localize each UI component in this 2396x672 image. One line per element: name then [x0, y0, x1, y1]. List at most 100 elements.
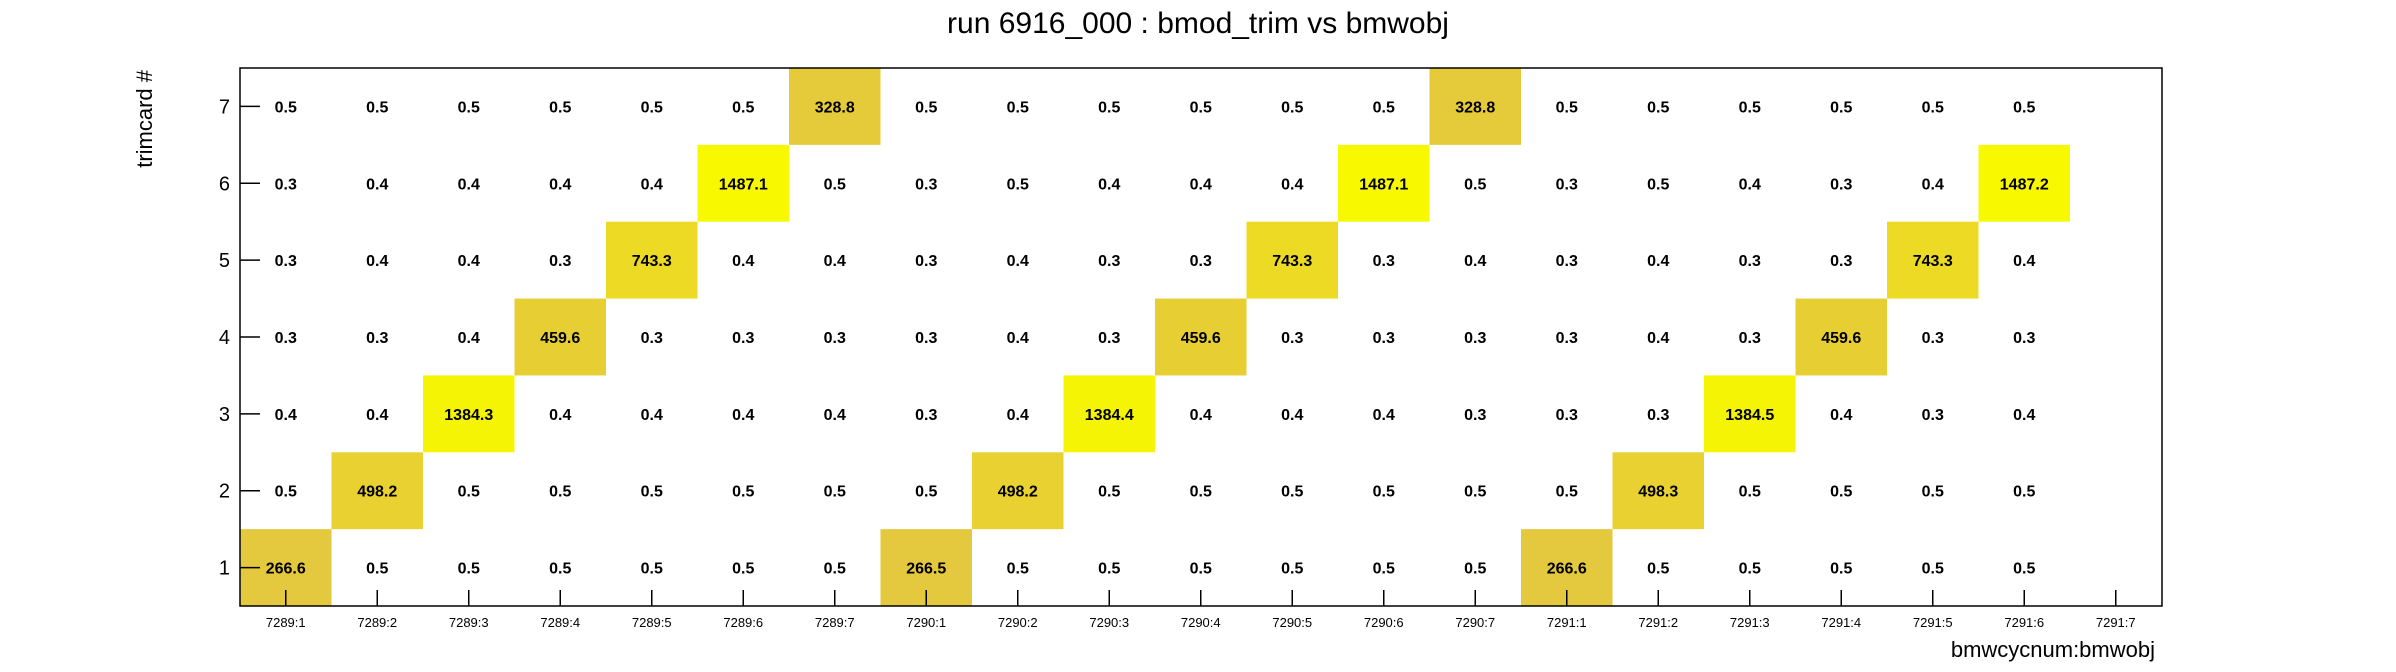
x-tick-label: 7290:2 — [998, 615, 1038, 630]
cell-value-label: 0.4 — [1190, 407, 1212, 424]
heatmap-cell — [697, 144, 789, 222]
cell-value-label: 498.3 — [1638, 484, 1678, 501]
cell-value-label: 0.3 — [1281, 330, 1303, 347]
heatmap-cell — [1795, 298, 1887, 376]
cell-value-label: 0.3 — [1373, 330, 1395, 347]
cell-value-label: 0.4 — [1922, 176, 1944, 193]
heatmap-cell — [514, 298, 606, 376]
cell-value-label: 0.4 — [549, 407, 571, 424]
heatmap-cell — [1612, 452, 1704, 530]
cell-value-label: 0.3 — [915, 407, 937, 424]
y-tick-label: 2 — [219, 481, 230, 503]
cell-value-label: 0.3 — [1464, 407, 1486, 424]
cell-value-label: 459.6 — [540, 330, 580, 347]
heatmap-cell-labels: 266.6 0.5 0.5 0.5 0.5 0.5 0.5 266.5 0.5 0.5 0.5 0.5… — [266, 99, 2049, 577]
cell-value-label: 0.4 — [366, 407, 388, 424]
heatmap-cell — [1978, 144, 2070, 222]
cell-value-label: 0.5 — [824, 561, 846, 578]
cell-value-label: 0.3 — [1556, 330, 1578, 347]
cell-value-label: 0.5 — [1007, 99, 1029, 116]
cell-value-label: 0.5 — [2013, 561, 2035, 578]
cell-value-label: 0.4 — [1739, 176, 1761, 193]
cell-value-label: 0.4 — [1281, 176, 1303, 193]
cell-value-label: 0.5 — [1464, 176, 1486, 193]
cell-value-label: 0.5 — [1830, 561, 1852, 578]
heatmap-cell — [1338, 144, 1430, 222]
cell-value-label: 0.5 — [458, 99, 480, 116]
heatmap-cell — [1246, 221, 1338, 299]
x-axis-ticks: 7289:1 7289:2 7289:3 7289:4 7289:5 7289:6 7289… — [266, 590, 2136, 630]
heatmap-cell — [423, 375, 515, 453]
cell-value-label: 1487.1 — [1359, 176, 1408, 193]
cell-value-label: 0.4 — [366, 253, 388, 270]
y-tick-label: 1 — [219, 558, 230, 580]
y-tick-label: 7 — [219, 96, 230, 118]
cell-value-label: 0.3 — [1922, 407, 1944, 424]
cell-value-label: 0.3 — [1739, 330, 1761, 347]
cell-value-label: 0.3 — [1190, 253, 1212, 270]
y-axis-title: trimcard # — [132, 69, 157, 168]
cell-value-label: 0.4 — [824, 407, 846, 424]
heatmap-cell — [1155, 298, 1247, 376]
cell-value-label: 0.4 — [458, 176, 480, 193]
y-tick-label: 4 — [219, 327, 230, 349]
cell-value-label: 0.3 — [1739, 253, 1761, 270]
cell-value-label: 0.5 — [366, 99, 388, 116]
cell-value-label: 0.5 — [1739, 484, 1761, 501]
cell-value-label: 0.3 — [549, 253, 571, 270]
cell-value-label: 328.8 — [815, 99, 855, 116]
cell-value-label: 0.5 — [915, 484, 937, 501]
cell-value-label: 0.5 — [1556, 484, 1578, 501]
cell-value-label: 0.5 — [1556, 99, 1578, 116]
cell-value-label: 0.4 — [458, 253, 480, 270]
x-tick-label: 7290:5 — [1272, 615, 1312, 630]
cell-value-label: 0.3 — [732, 330, 754, 347]
cell-value-label: 0.5 — [1098, 561, 1120, 578]
cell-value-label: 0.4 — [2013, 253, 2035, 270]
cell-value-label: 328.8 — [1455, 99, 1495, 116]
x-tick-label: 7291:3 — [1730, 615, 1770, 630]
heatmap-cell — [1887, 221, 1979, 299]
x-tick-label: 7290:4 — [1181, 615, 1221, 630]
cell-value-label: 0.5 — [1373, 99, 1395, 116]
cell-value-label: 0.4 — [641, 407, 663, 424]
cell-value-label: 0.4 — [1373, 407, 1395, 424]
cell-value-label: 0.3 — [1830, 253, 1852, 270]
x-tick-label: 7291:7 — [2096, 615, 2136, 630]
cell-value-label: 0.5 — [1830, 484, 1852, 501]
cell-value-label: 0.5 — [1190, 484, 1212, 501]
x-axis-title: bmwcycnum:bmwobj — [1951, 637, 2155, 662]
cell-value-label: 0.5 — [1281, 484, 1303, 501]
cell-value-label: 0.3 — [1098, 253, 1120, 270]
cell-value-label: 0.5 — [732, 561, 754, 578]
cell-value-label: 0.5 — [275, 484, 297, 501]
cell-value-label: 743.3 — [1913, 253, 1953, 270]
cell-value-label: 0.4 — [824, 253, 846, 270]
cell-value-label: 0.4 — [1647, 253, 1669, 270]
heatmap-cell — [1429, 68, 1521, 145]
cell-value-label: 0.5 — [1190, 99, 1212, 116]
cell-value-label: 0.5 — [1281, 99, 1303, 116]
y-tick-label: 5 — [219, 250, 230, 272]
x-tick-label: 7290:6 — [1364, 615, 1404, 630]
cell-value-label: 0.5 — [1190, 561, 1212, 578]
cell-value-label: 0.3 — [915, 253, 937, 270]
cell-value-label: 0.3 — [1647, 407, 1669, 424]
heatmap-cell — [331, 452, 423, 530]
cell-value-label: 0.5 — [641, 484, 663, 501]
cell-value-label: 0.5 — [1647, 99, 1669, 116]
x-tick-label: 7290:1 — [906, 615, 946, 630]
cell-value-label: 0.4 — [732, 407, 754, 424]
cell-value-label: 0.3 — [1922, 330, 1944, 347]
cell-value-label: 0.3 — [915, 176, 937, 193]
cell-value-label: 0.4 — [1281, 407, 1303, 424]
cell-value-label: 0.3 — [275, 253, 297, 270]
cell-value-label: 0.5 — [1464, 561, 1486, 578]
cell-value-label: 498.2 — [357, 484, 397, 501]
cell-value-label: 0.5 — [1098, 484, 1120, 501]
cell-value-label: 743.3 — [632, 253, 672, 270]
heatmap-cell — [1704, 375, 1796, 453]
heatmap-cell — [606, 221, 698, 299]
x-tick-label: 7291:6 — [2004, 615, 2044, 630]
